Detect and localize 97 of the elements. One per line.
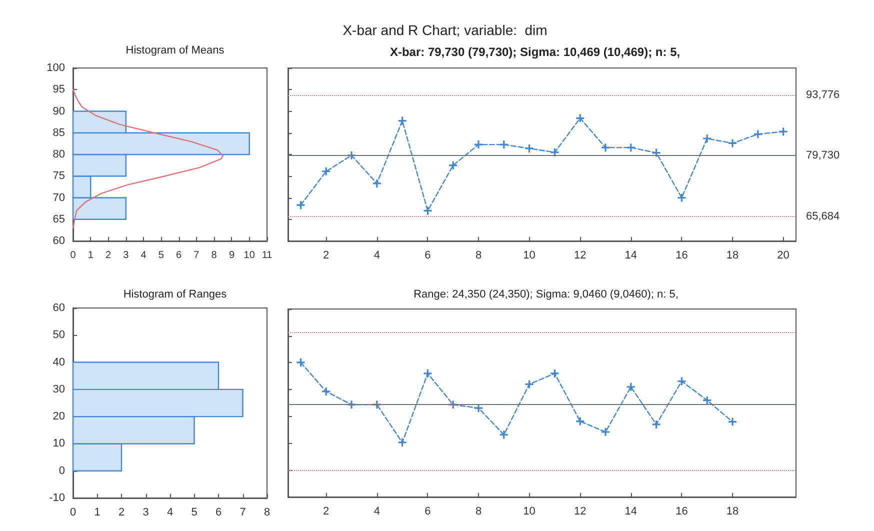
x-tick-label: 8 [264, 506, 270, 518]
point [703, 396, 712, 404]
point [602, 428, 610, 436]
point [474, 404, 482, 412]
point [525, 144, 534, 152]
y-tick-label: 60 [52, 235, 65, 247]
x-tick-label: 3 [123, 250, 130, 261]
y-tick-label: 70 [52, 192, 65, 204]
chart-title: Histogram of Means [126, 44, 225, 56]
x-tick-label: 4 [140, 250, 147, 261]
chart-subtitle: X-bar: 79,730 (79,730); Sigma: 10,469 (10,469); n: 5, [390, 45, 680, 59]
x-tick-label: 5 [158, 250, 164, 261]
point [500, 140, 508, 149]
x-tick-label: 10 [523, 250, 536, 262]
point [372, 179, 381, 188]
x-tick-label: 20 [777, 250, 790, 262]
chart-title: Histogram of Ranges [123, 288, 228, 300]
point [576, 417, 584, 426]
x-tick-label: 9 [228, 250, 235, 261]
chart-title: X-bar and R Chart; variable: dim [342, 22, 548, 38]
point [602, 144, 610, 152]
x-tick-label: 4 [374, 506, 380, 518]
point [626, 144, 635, 152]
x-tick-label: 12 [574, 506, 586, 518]
y-tick-label: -10 [49, 492, 65, 504]
point [576, 114, 584, 122]
point [500, 430, 508, 439]
x-tick-label: 18 [726, 506, 739, 518]
point [525, 380, 534, 388]
y-tick-label: 10 [52, 438, 65, 450]
y-tick-label: 90 [52, 105, 65, 118]
x-tick-label: 2 [323, 250, 330, 262]
point [652, 420, 660, 428]
point [550, 369, 559, 378]
y-tick-label: 40 [52, 356, 65, 368]
ref-line-label: 93,776 [806, 88, 840, 101]
x-tick-label: 8 [211, 250, 218, 261]
x-tick-label: 6 [215, 506, 222, 518]
x-tick-label: 5 [191, 506, 198, 518]
x-tick-label: 0 [70, 250, 76, 261]
x-tick-label: 6 [176, 250, 182, 261]
y-tick-label: 0 [58, 464, 65, 477]
x-tick-label: 2 [323, 506, 330, 518]
x-tick-label: 3 [142, 506, 149, 518]
x-tick-label: 1 [94, 506, 100, 518]
y-tick-label: 85 [52, 126, 65, 139]
x-tick-label: 8 [475, 250, 482, 262]
point [322, 387, 330, 396]
y-tick-label: 65 [52, 213, 65, 226]
point [398, 116, 406, 125]
point [424, 206, 432, 215]
y-tick-label: 100 [46, 62, 65, 74]
x-tick-label: 8 [475, 506, 482, 518]
ref-line-label: 79,730 [806, 150, 840, 162]
point [449, 161, 458, 170]
x-tick-label: 14 [624, 250, 638, 262]
x-tick-label: 16 [676, 250, 688, 262]
y-tick-label: 80 [52, 148, 65, 160]
x-tick-label: 2 [105, 250, 112, 261]
point [678, 194, 686, 202]
x-tick-label: 16 [676, 506, 688, 518]
point [296, 358, 305, 366]
x-tick-label: 4 [374, 250, 380, 262]
ref-line-label: 65,684 [806, 210, 840, 222]
x-tick-label: 0 [70, 506, 76, 518]
y-tick-label: 30 [52, 383, 65, 396]
x-tick-label: 1 [88, 250, 94, 261]
x-tick-label: 7 [240, 506, 246, 518]
point [322, 167, 330, 176]
y-tick-label: 95 [52, 84, 65, 96]
x-tick-label: 6 [424, 250, 431, 262]
x-tick-label: 11 [262, 250, 273, 261]
point [779, 128, 788, 136]
x-tick-label: 2 [118, 506, 125, 518]
x-tick-label: 18 [726, 250, 739, 262]
point [424, 369, 432, 378]
point [728, 139, 736, 148]
point [728, 418, 736, 426]
x-tick-label: 6 [424, 506, 431, 518]
y-tick-label: 20 [52, 410, 65, 423]
y-tick-label: 50 [52, 329, 65, 342]
point [296, 201, 305, 210]
point [626, 382, 635, 391]
x-tick-label: 14 [624, 506, 638, 518]
point [703, 134, 712, 142]
point [398, 438, 406, 446]
chart-title: Range: 24,350 (24,350); Sigma: 9,0460 (9,0460); n: 5, [414, 288, 678, 300]
x-tick-label: 4 [166, 506, 174, 518]
y-tick-label: 75 [52, 170, 65, 182]
x-tick-label: 10 [523, 506, 536, 518]
point [678, 377, 686, 386]
point [474, 140, 482, 149]
point [754, 130, 762, 138]
x-tick-label: 12 [574, 250, 586, 262]
x-tick-label: 10 [244, 250, 256, 261]
x-tick-label: 7 [194, 250, 200, 261]
y-tick-label: 60 [52, 302, 65, 314]
